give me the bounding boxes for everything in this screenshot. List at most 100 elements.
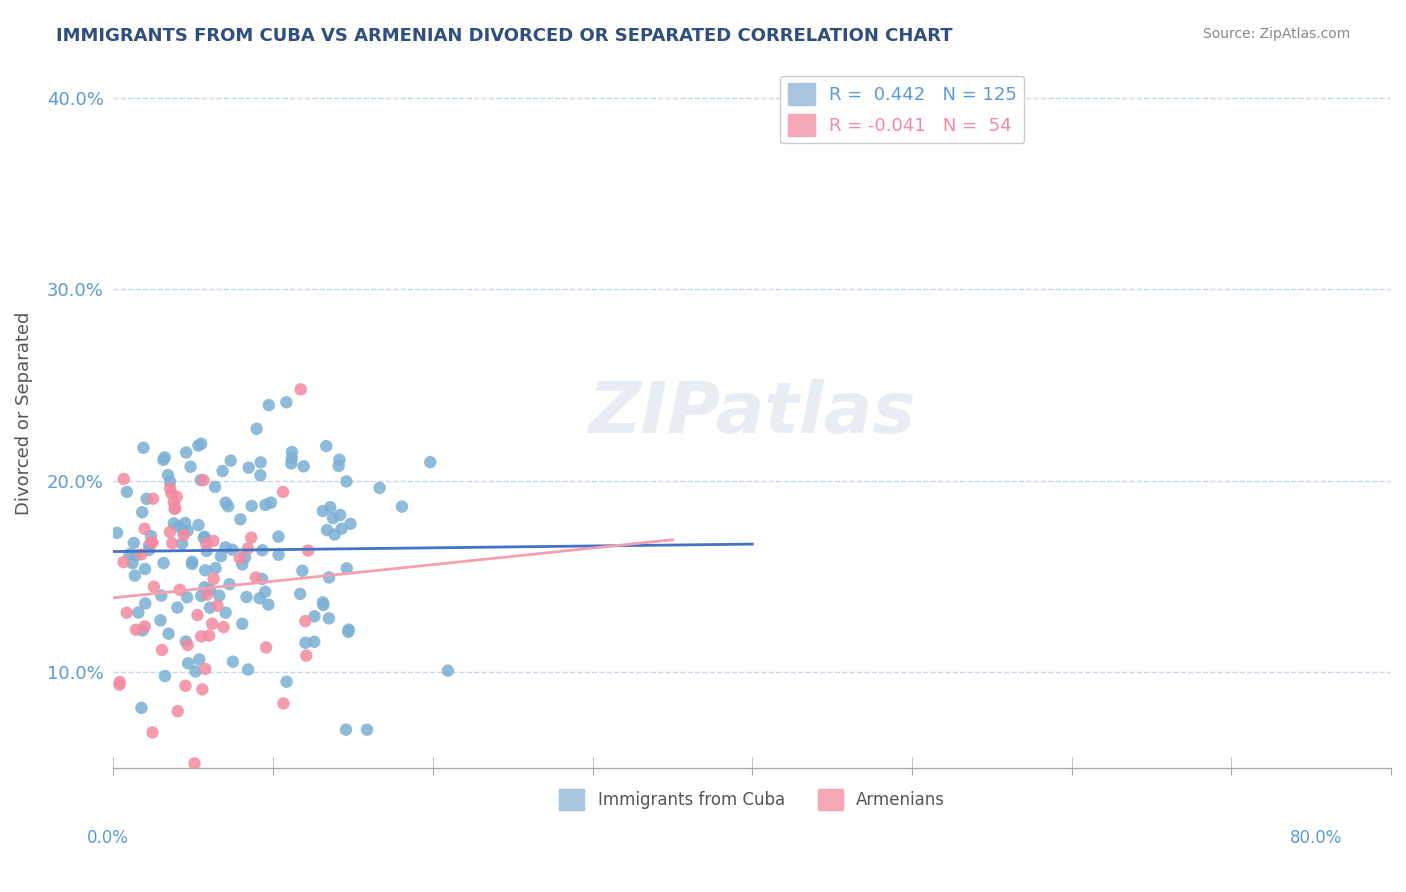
Point — [201, 616, 224, 631]
Point — [152, 452, 174, 467]
Point — [219, 453, 242, 467]
Point — [191, 682, 214, 697]
Point — [218, 577, 240, 591]
Point — [194, 563, 217, 577]
Point — [249, 468, 271, 483]
Point — [198, 582, 221, 597]
Point — [323, 527, 346, 541]
Point — [166, 600, 188, 615]
Point — [312, 504, 335, 518]
Point — [250, 572, 273, 586]
Point — [135, 491, 157, 506]
Point — [235, 590, 257, 604]
Point — [153, 450, 176, 465]
Point — [165, 501, 187, 516]
Point — [273, 697, 295, 711]
Point — [312, 595, 335, 609]
Text: 0.0%: 0.0% — [87, 829, 129, 847]
Point — [288, 587, 311, 601]
Point — [231, 616, 253, 631]
Point — [233, 550, 256, 565]
Point — [163, 495, 186, 509]
Point — [297, 543, 319, 558]
Point — [276, 395, 298, 409]
Point — [190, 589, 212, 603]
Point — [368, 481, 391, 495]
Point — [330, 522, 353, 536]
Point — [138, 538, 160, 552]
Point — [155, 780, 177, 794]
Point — [186, 608, 208, 623]
Point — [254, 640, 277, 655]
Point — [159, 475, 181, 489]
Point — [169, 582, 191, 597]
Point — [202, 533, 225, 548]
Point — [329, 508, 352, 522]
Point — [316, 523, 339, 537]
Point — [198, 629, 221, 643]
Point — [187, 438, 209, 452]
Point — [153, 669, 176, 683]
Text: IMMIGRANTS FROM CUBA VS ARMENIAN DIVORCED OR SEPARATED CORRELATION CHART: IMMIGRANTS FROM CUBA VS ARMENIAN DIVORCE… — [56, 27, 953, 45]
Point — [214, 495, 236, 509]
Point — [132, 441, 155, 455]
Point — [280, 457, 302, 471]
Point — [124, 549, 146, 563]
Point — [174, 679, 197, 693]
Point — [240, 531, 263, 545]
Point — [173, 528, 195, 542]
Point — [112, 555, 135, 569]
Point — [356, 723, 378, 737]
Point — [292, 459, 315, 474]
Point — [312, 598, 335, 612]
Point — [337, 624, 360, 639]
Point — [194, 662, 217, 676]
Point — [112, 472, 135, 486]
Point — [181, 557, 204, 571]
Point — [337, 623, 360, 637]
Point — [339, 516, 361, 531]
Point — [105, 525, 128, 540]
Point — [209, 549, 232, 564]
Point — [249, 591, 271, 606]
Point — [152, 556, 174, 570]
Point — [141, 535, 163, 549]
Point — [156, 468, 179, 483]
Point — [195, 537, 218, 551]
Point — [304, 609, 326, 624]
Point — [166, 490, 188, 504]
Point — [281, 451, 304, 466]
Point — [195, 544, 218, 558]
Point — [174, 634, 197, 648]
Point — [217, 500, 239, 514]
Point — [190, 629, 212, 643]
Text: ZIPatlas: ZIPatlas — [589, 379, 915, 449]
Point — [157, 626, 180, 640]
Point — [125, 623, 148, 637]
Point — [229, 512, 252, 526]
Point — [294, 636, 316, 650]
Point — [222, 655, 245, 669]
Point — [149, 613, 172, 627]
Point — [150, 643, 173, 657]
Point — [115, 606, 138, 620]
Point — [188, 652, 211, 666]
Point — [249, 455, 271, 469]
Point — [118, 547, 141, 561]
Point — [166, 704, 188, 718]
Point — [181, 555, 204, 569]
Point — [214, 541, 236, 555]
Point — [172, 536, 194, 550]
Point — [180, 459, 202, 474]
Point — [221, 542, 243, 557]
Point — [167, 519, 190, 533]
Point — [267, 548, 290, 562]
Point — [252, 543, 274, 558]
Point — [281, 445, 304, 459]
Point — [134, 619, 156, 633]
Point — [198, 600, 221, 615]
Point — [295, 648, 318, 663]
Point — [131, 624, 153, 638]
Point — [141, 535, 163, 549]
Point — [319, 500, 342, 515]
